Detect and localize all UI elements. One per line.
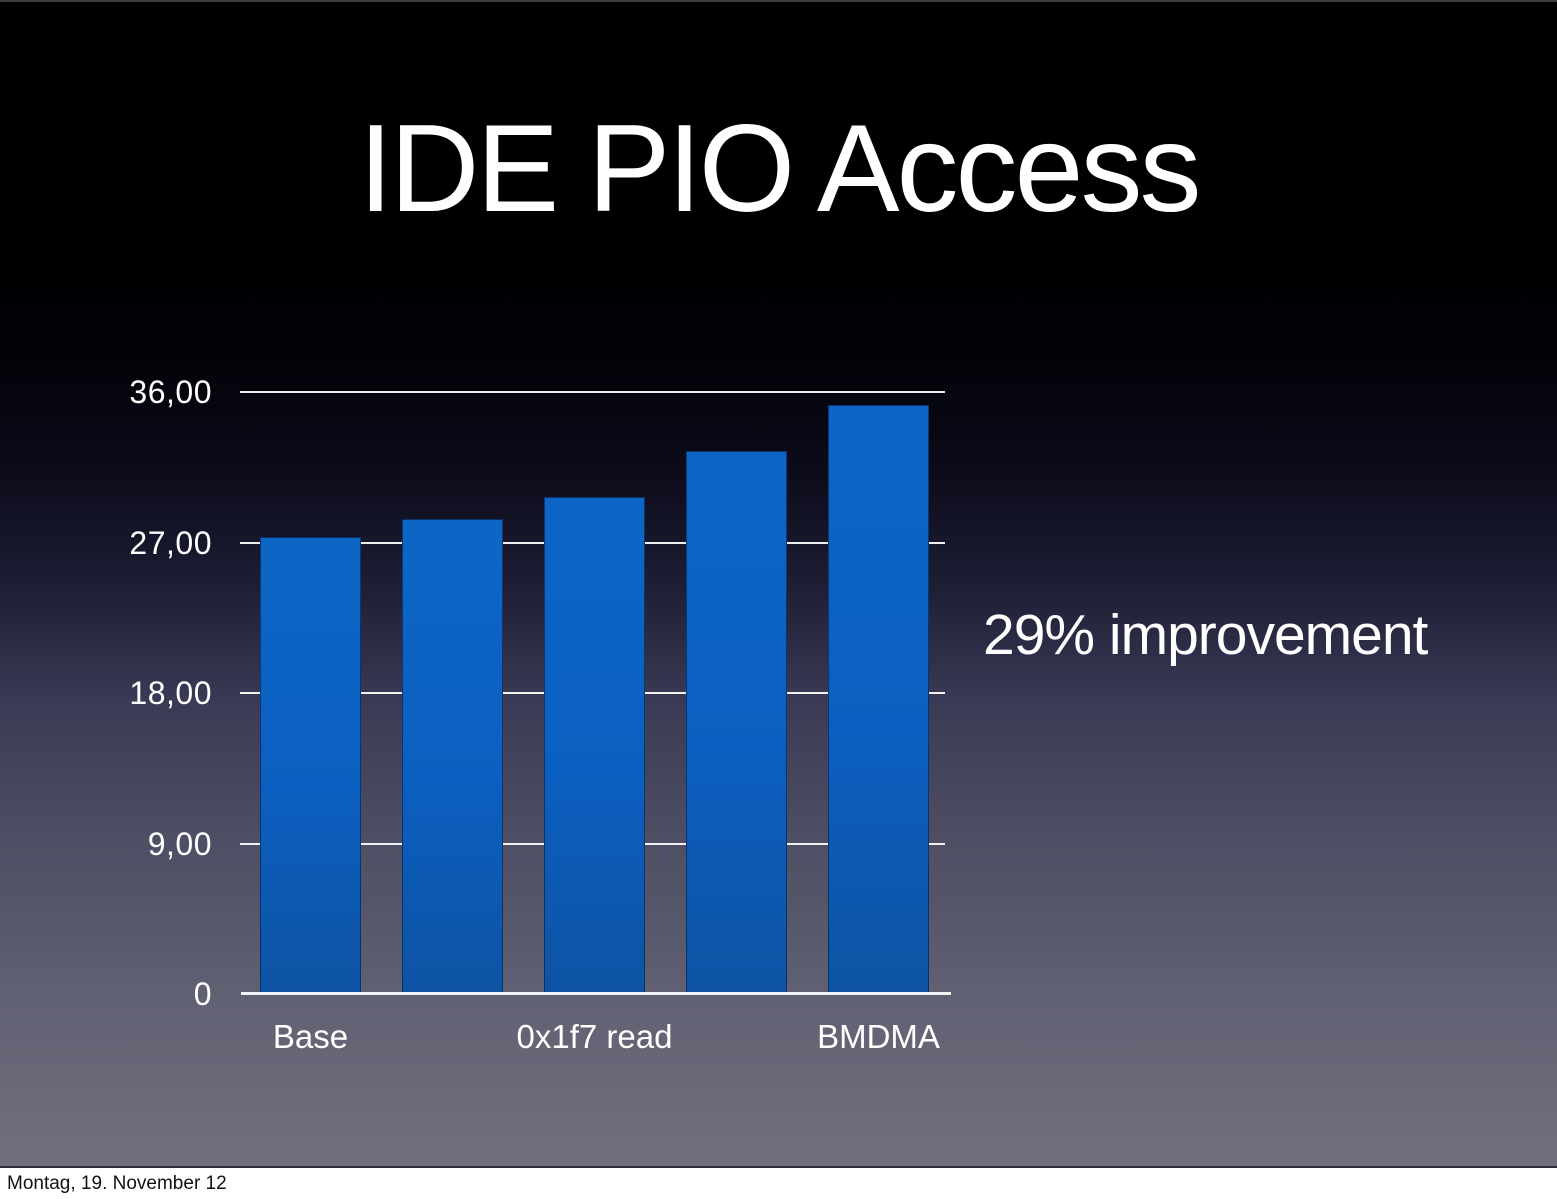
footer-bar: Montag, 19. November 12: [0, 1168, 1557, 1199]
x-tick-label: Base: [272, 1018, 349, 1055]
y-tick-label: 18,00: [129, 675, 212, 711]
x-axis-labels: Base 0x1f7 read BMDMA: [240, 1018, 945, 1064]
x-axis-line: [241, 992, 951, 995]
y-tick-label: 36,00: [129, 374, 212, 410]
bar-0x1f7-read: [544, 497, 645, 994]
y-tick-label: 0: [193, 976, 212, 1012]
slide-title: IDE PIO Access: [358, 100, 1201, 238]
x-tick-label: 0x1f7 read: [516, 1018, 673, 1055]
bar-base: [260, 537, 361, 994]
x-tick-label: BMDMA: [817, 1018, 940, 1055]
bar-col-4: [686, 450, 787, 994]
improvement-annotation: 29% improvement: [983, 603, 1428, 667]
plot-area: [240, 391, 951, 995]
bar-col-2: [402, 519, 503, 994]
bar-bmdma: [828, 405, 929, 994]
footer-date: Montag, 19. November 12: [7, 1172, 227, 1194]
y-tick-label: 27,00: [129, 524, 212, 561]
y-axis-labels: 0 9,00 18,00 27,00 36,00: [0, 376, 212, 1010]
slide: IDE PIO Access 0 9,00 18,00 27,00 36,00 Base…: [0, 0, 1557, 1168]
gridline: [240, 391, 945, 393]
y-tick-label: 9,00: [147, 825, 212, 862]
